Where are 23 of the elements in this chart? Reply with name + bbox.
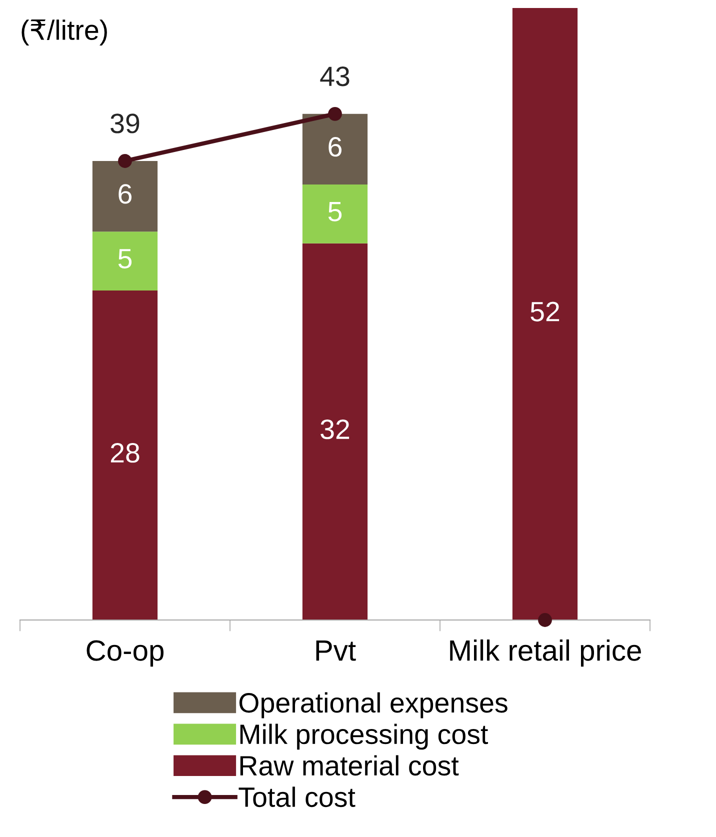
y-axis-title: (₹/litre)	[22, 19, 107, 46]
data-label: 5	[328, 202, 342, 222]
bar	[512, 8, 578, 620]
legend-label: Raw material cost	[240, 755, 459, 776]
legend-label: Total cost	[238, 786, 356, 808]
data-label: 52	[530, 302, 560, 322]
data-label: 39	[110, 114, 140, 134]
bar	[92, 290, 158, 620]
data-label: 28	[110, 443, 140, 463]
x-tick-label: Milk retail price	[450, 639, 641, 667]
data-label: 6	[328, 137, 342, 157]
legend-label: Milk processing cost	[240, 724, 488, 750]
bar	[302, 243, 368, 620]
data-label: 32	[320, 419, 350, 440]
data-label: 5	[118, 249, 132, 268]
x-tick-label: Co-op	[86, 640, 164, 667]
bar	[92, 232, 158, 290]
x-tick-label: Pvt	[316, 640, 356, 661]
data-label: 6	[118, 184, 132, 204]
legend-label: Operational expenses	[239, 692, 508, 718]
data-label: 43	[320, 66, 350, 86]
bar	[92, 161, 158, 232]
bar	[302, 184, 368, 244]
